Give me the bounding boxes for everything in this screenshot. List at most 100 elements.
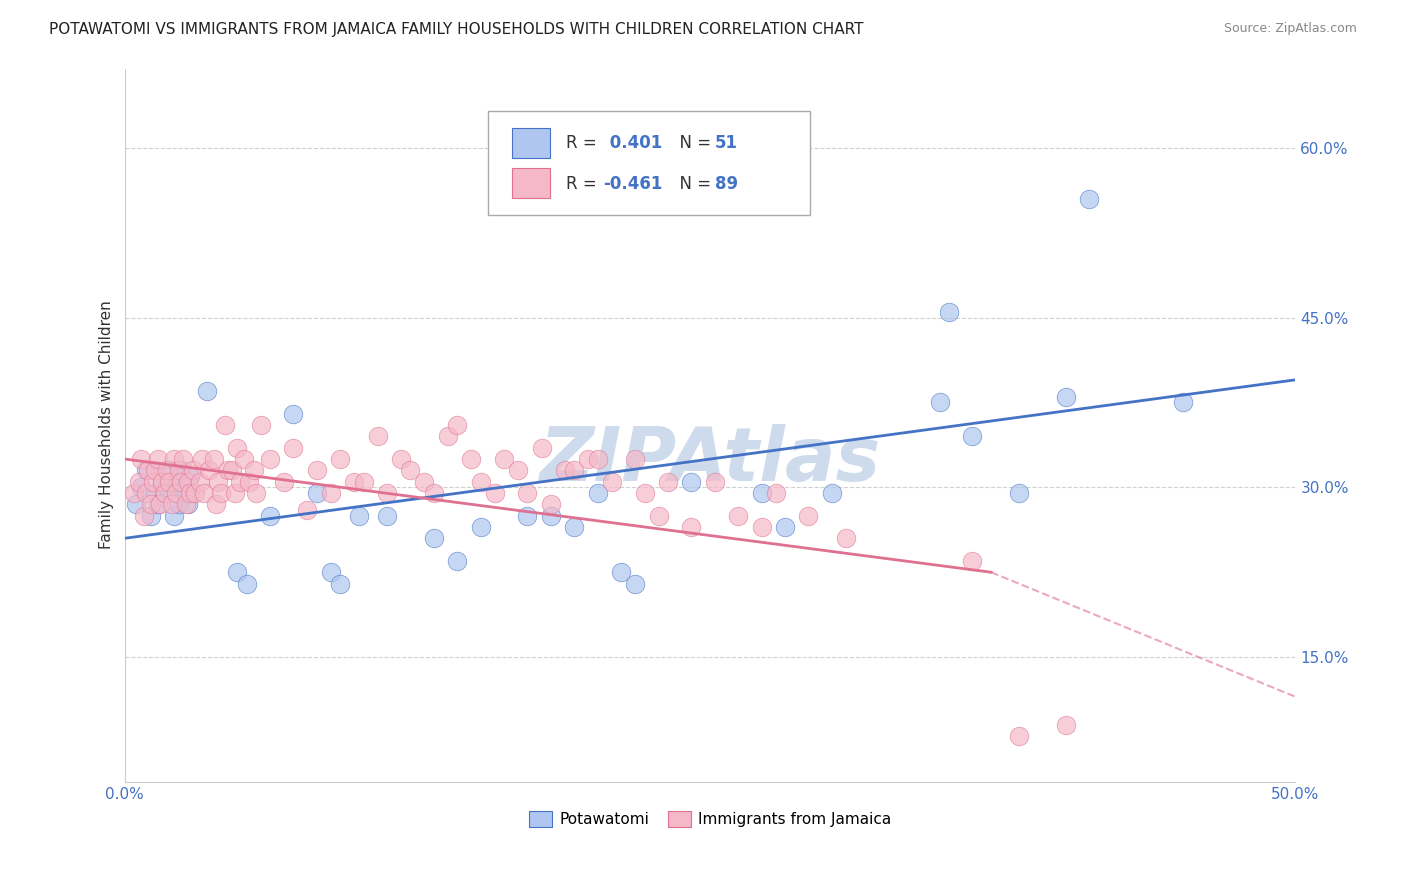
- Point: [125, 497, 148, 511]
- Point: [156, 480, 179, 494]
- Point: [149, 497, 172, 511]
- Text: N =: N =: [669, 175, 717, 193]
- Point: [586, 486, 609, 500]
- Point: [353, 475, 375, 489]
- Point: [172, 452, 194, 467]
- Point: [146, 497, 169, 511]
- Point: [235, 576, 257, 591]
- Point: [170, 463, 193, 477]
- Point: [205, 497, 228, 511]
- Point: [157, 463, 180, 477]
- Point: [153, 486, 176, 500]
- Point: [540, 497, 562, 511]
- Point: [319, 486, 342, 500]
- Text: -0.461: -0.461: [603, 175, 664, 193]
- Point: [139, 497, 162, 511]
- Point: [962, 554, 984, 568]
- Point: [122, 486, 145, 500]
- Point: [727, 508, 749, 523]
- Point: [209, 486, 232, 500]
- Point: [821, 486, 844, 500]
- Point: [484, 486, 506, 500]
- Point: [163, 452, 186, 467]
- Point: [1008, 730, 1031, 744]
- Text: ZIPAtlas: ZIPAtlas: [540, 425, 880, 497]
- Point: [516, 508, 538, 523]
- Text: 89: 89: [714, 175, 738, 193]
- Point: [156, 463, 179, 477]
- Point: [273, 475, 295, 489]
- Y-axis label: Family Households with Children: Family Households with Children: [100, 301, 114, 549]
- Legend: Potawatomi, Immigrants from Jamaica: Potawatomi, Immigrants from Jamaica: [522, 804, 898, 835]
- Point: [1078, 192, 1101, 206]
- Point: [184, 486, 207, 500]
- Point: [217, 463, 239, 477]
- Point: [233, 452, 256, 467]
- Point: [530, 441, 553, 455]
- Point: [146, 452, 169, 467]
- Point: [132, 508, 155, 523]
- Point: [765, 486, 787, 500]
- Point: [928, 395, 950, 409]
- Point: [165, 480, 187, 494]
- Point: [174, 486, 197, 500]
- Point: [170, 475, 193, 489]
- Point: [150, 475, 173, 489]
- Text: POTAWATOMI VS IMMIGRANTS FROM JAMAICA FAMILY HOUSEHOLDS WITH CHILDREN CORRELATIO: POTAWATOMI VS IMMIGRANTS FROM JAMAICA FA…: [49, 22, 863, 37]
- Point: [224, 486, 246, 500]
- Point: [179, 486, 201, 500]
- Point: [647, 508, 669, 523]
- Point: [128, 475, 150, 489]
- Point: [751, 520, 773, 534]
- Point: [562, 520, 585, 534]
- Point: [437, 429, 460, 443]
- Point: [143, 463, 166, 477]
- Point: [135, 486, 157, 500]
- FancyBboxPatch shape: [512, 128, 550, 158]
- Point: [191, 452, 214, 467]
- Point: [214, 418, 236, 433]
- Point: [207, 475, 229, 489]
- Point: [167, 497, 190, 511]
- Point: [835, 531, 858, 545]
- Point: [245, 486, 267, 500]
- Text: N =: N =: [669, 134, 717, 152]
- Point: [703, 475, 725, 489]
- Text: 0.401: 0.401: [603, 134, 662, 152]
- Point: [1054, 718, 1077, 732]
- Point: [329, 576, 352, 591]
- Point: [460, 452, 482, 467]
- Point: [600, 475, 623, 489]
- Point: [624, 576, 647, 591]
- Point: [238, 475, 260, 489]
- Point: [181, 463, 204, 477]
- Point: [228, 475, 250, 489]
- Point: [160, 497, 183, 511]
- Point: [305, 463, 328, 477]
- Point: [129, 480, 152, 494]
- Point: [375, 508, 398, 523]
- Point: [259, 452, 281, 467]
- Text: Source: ZipAtlas.com: Source: ZipAtlas.com: [1223, 22, 1357, 36]
- Point: [188, 475, 211, 489]
- Point: [174, 497, 197, 511]
- Point: [446, 418, 468, 433]
- Point: [367, 429, 389, 443]
- Point: [797, 508, 820, 523]
- Point: [562, 463, 585, 477]
- Point: [198, 463, 221, 477]
- Point: [259, 508, 281, 523]
- Point: [962, 429, 984, 443]
- Point: [283, 407, 305, 421]
- Point: [470, 520, 492, 534]
- Point: [163, 508, 186, 523]
- Point: [470, 475, 492, 489]
- Point: [624, 452, 647, 467]
- Point: [221, 463, 243, 477]
- Point: [136, 463, 159, 477]
- Point: [389, 452, 412, 467]
- Point: [177, 475, 200, 489]
- Point: [329, 452, 352, 467]
- FancyBboxPatch shape: [512, 169, 550, 198]
- Point: [1008, 486, 1031, 500]
